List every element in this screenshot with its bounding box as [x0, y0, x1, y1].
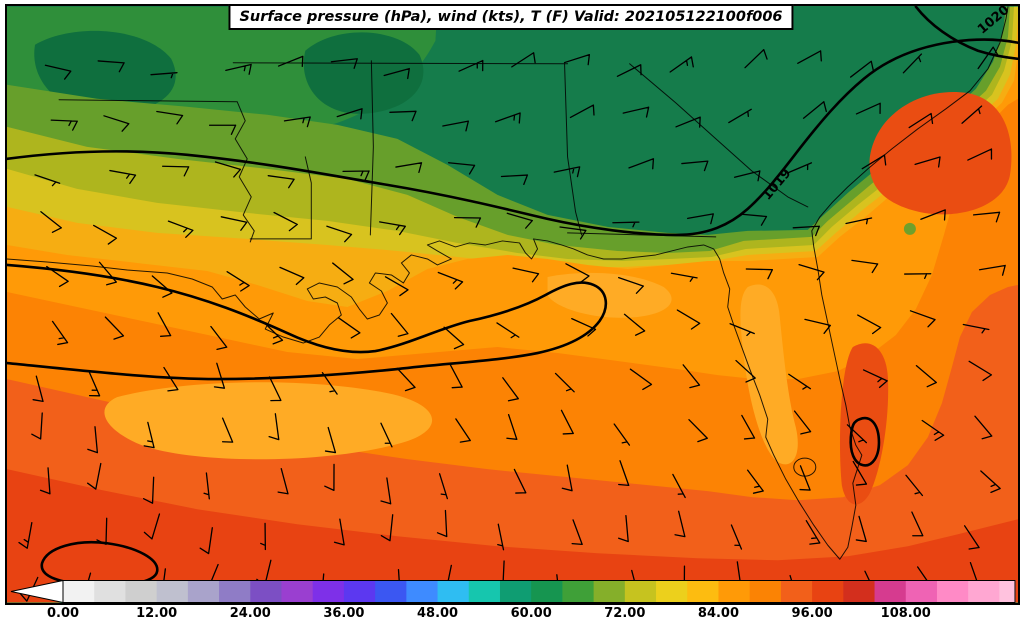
coastline-path [7, 6, 1009, 560]
temperature-fill-layer [7, 6, 1018, 603]
state-coastline-layer [7, 6, 1009, 560]
temp-patch-atlantic-warm-pool-south [839, 343, 889, 505]
colorbar-segment [624, 580, 657, 603]
colorbar-segment [593, 580, 626, 603]
temp-patch-atlantic-warm-pool-north [869, 91, 1012, 215]
colorbar-segment [780, 580, 813, 603]
colorbar-segment [843, 580, 876, 603]
wind-barbs-path [18, 46, 1006, 602]
temp-patch-small-cool-spot-atlantic [903, 222, 916, 235]
wind-barb-layer [18, 46, 1006, 602]
colorbar-segment [874, 580, 907, 603]
coastline-path [369, 60, 374, 236]
colorbar-segment [718, 580, 751, 603]
temp-patch-cool-pocket-west [34, 30, 176, 114]
colorbar-segment [499, 580, 532, 603]
temp-patch-panhandle-bight-streak [547, 272, 672, 318]
colorbar-segment [936, 580, 969, 603]
colorbar-tick-label: 0.00 [46, 606, 80, 621]
colorbar-segment [187, 580, 220, 603]
colorbar-segment [63, 580, 95, 603]
temp-patch-cool-pocket-central [303, 32, 424, 114]
colorbar-tick-label: 24.00 [229, 606, 271, 621]
colorbar-segment [562, 580, 595, 603]
colorbar-segment [250, 580, 283, 603]
temp-patch-gulf-warm-streak [104, 382, 433, 460]
colorbar-segment [812, 580, 844, 603]
colorbar-segment [281, 580, 314, 603]
colorbar-segment [94, 580, 127, 603]
colorbar-segment [343, 580, 376, 603]
colorbar-segment [968, 580, 1000, 603]
coastline-path [793, 457, 817, 477]
map-title: Surface pressure (hPa), wind (kts), T (F… [228, 4, 794, 30]
colorbar-tick-label: 108.00 [880, 606, 931, 621]
colorbar-tick-label: 48.00 [416, 606, 459, 621]
colorbar-segment [531, 580, 564, 603]
map-title-text: Surface pressure (hPa), wind (kts), T (F… [239, 9, 783, 25]
colorbar-tick-label: 60.00 [510, 606, 552, 621]
coastline-path [564, 63, 583, 236]
coastline-path [567, 232, 717, 238]
coastline-path [249, 156, 312, 240]
colorbar-segment [749, 580, 782, 603]
colorbar-tick-labels: 0.00 12.00 24.00 36.00 48.00 60.00 72.00 84.00 9… [7, 606, 1018, 626]
colorbar-segment [687, 580, 720, 603]
pressure-contour [7, 38, 1018, 237]
colorbar-segment [375, 580, 407, 603]
colorbar-segment [999, 580, 1016, 603]
colorbar-segment [468, 580, 501, 603]
colorbar-segments [63, 580, 1016, 603]
map-frame: 1019 1020 [5, 4, 1020, 605]
colorbar-frame [62, 580, 1016, 603]
colorbar-segment [219, 580, 251, 603]
coastline-path [232, 62, 569, 65]
coastline-path [629, 63, 809, 208]
coastline-path [58, 99, 255, 243]
colorbar-extend-min-arrow [10, 580, 64, 603]
colorbar-segment [437, 580, 470, 603]
colorbar-tick-label: 72.00 [604, 606, 646, 621]
colorbar-segment [406, 580, 439, 603]
colorbar-tick-label: 36.00 [323, 606, 365, 621]
pressure-contour [914, 6, 1018, 61]
colorbar-outline [10, 580, 1016, 603]
colorbar [10, 580, 1016, 603]
colorbar-segment [312, 580, 345, 603]
colorbar-tick-label: 96.00 [791, 606, 833, 621]
colorbar-segment [905, 580, 938, 603]
colorbar-tick-label: 84.00 [697, 606, 740, 621]
colorbar-segment [656, 580, 688, 603]
colorbar-segment [125, 580, 158, 603]
colorbar-segment [156, 580, 189, 603]
colorbar-tick-label: 12.00 [136, 606, 178, 621]
pressure-contour [7, 263, 608, 381]
temp-patch-florida-interior-light [740, 284, 798, 465]
